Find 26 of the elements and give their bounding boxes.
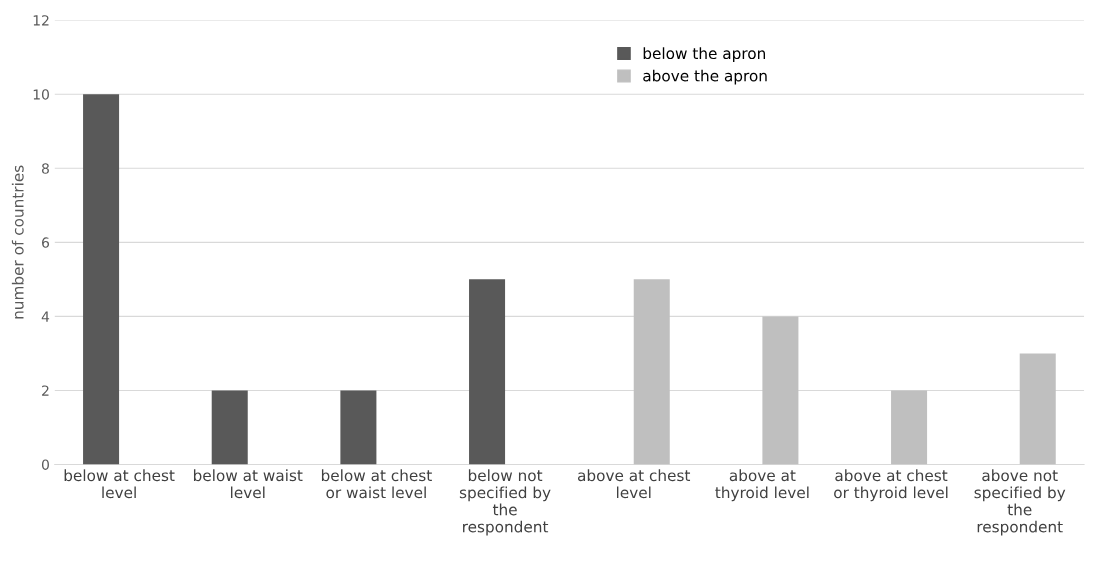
x-tick-label: above at thyroid level	[715, 469, 809, 502]
bar	[211, 390, 248, 465]
bar	[891, 390, 928, 465]
legend-label: below the apron	[643, 47, 766, 63]
x-tick-label: below at chest or waist level	[321, 469, 432, 499]
x-tick-label: above at chest level	[577, 469, 691, 499]
x-tick-label: above at chest or thyroid level	[834, 469, 948, 502]
y-tick-label: 10	[33, 89, 49, 100]
y-axis-title: number of countries	[11, 165, 24, 319]
legend-label: above the apron	[643, 69, 767, 85]
bar	[762, 316, 799, 465]
x-tick-label: below not specified by the respondent	[459, 469, 551, 536]
x-tick-label: below at waist level	[193, 469, 303, 499]
bar	[340, 390, 377, 465]
x-tick-label: above not specified by the respondent	[974, 469, 1066, 536]
bar	[469, 279, 506, 465]
y-tick-label: 0	[41, 459, 49, 470]
y-tick-label: 4	[41, 311, 50, 322]
x-tick-label: below at chest level	[64, 469, 175, 499]
y-tick-label: 8	[41, 163, 49, 174]
y-tick-label: 12	[33, 15, 49, 26]
y-tick-label: 6	[42, 237, 50, 248]
bar	[83, 94, 120, 465]
bar	[633, 279, 670, 465]
y-tick-label: 2	[42, 385, 49, 396]
bar	[1019, 353, 1056, 465]
